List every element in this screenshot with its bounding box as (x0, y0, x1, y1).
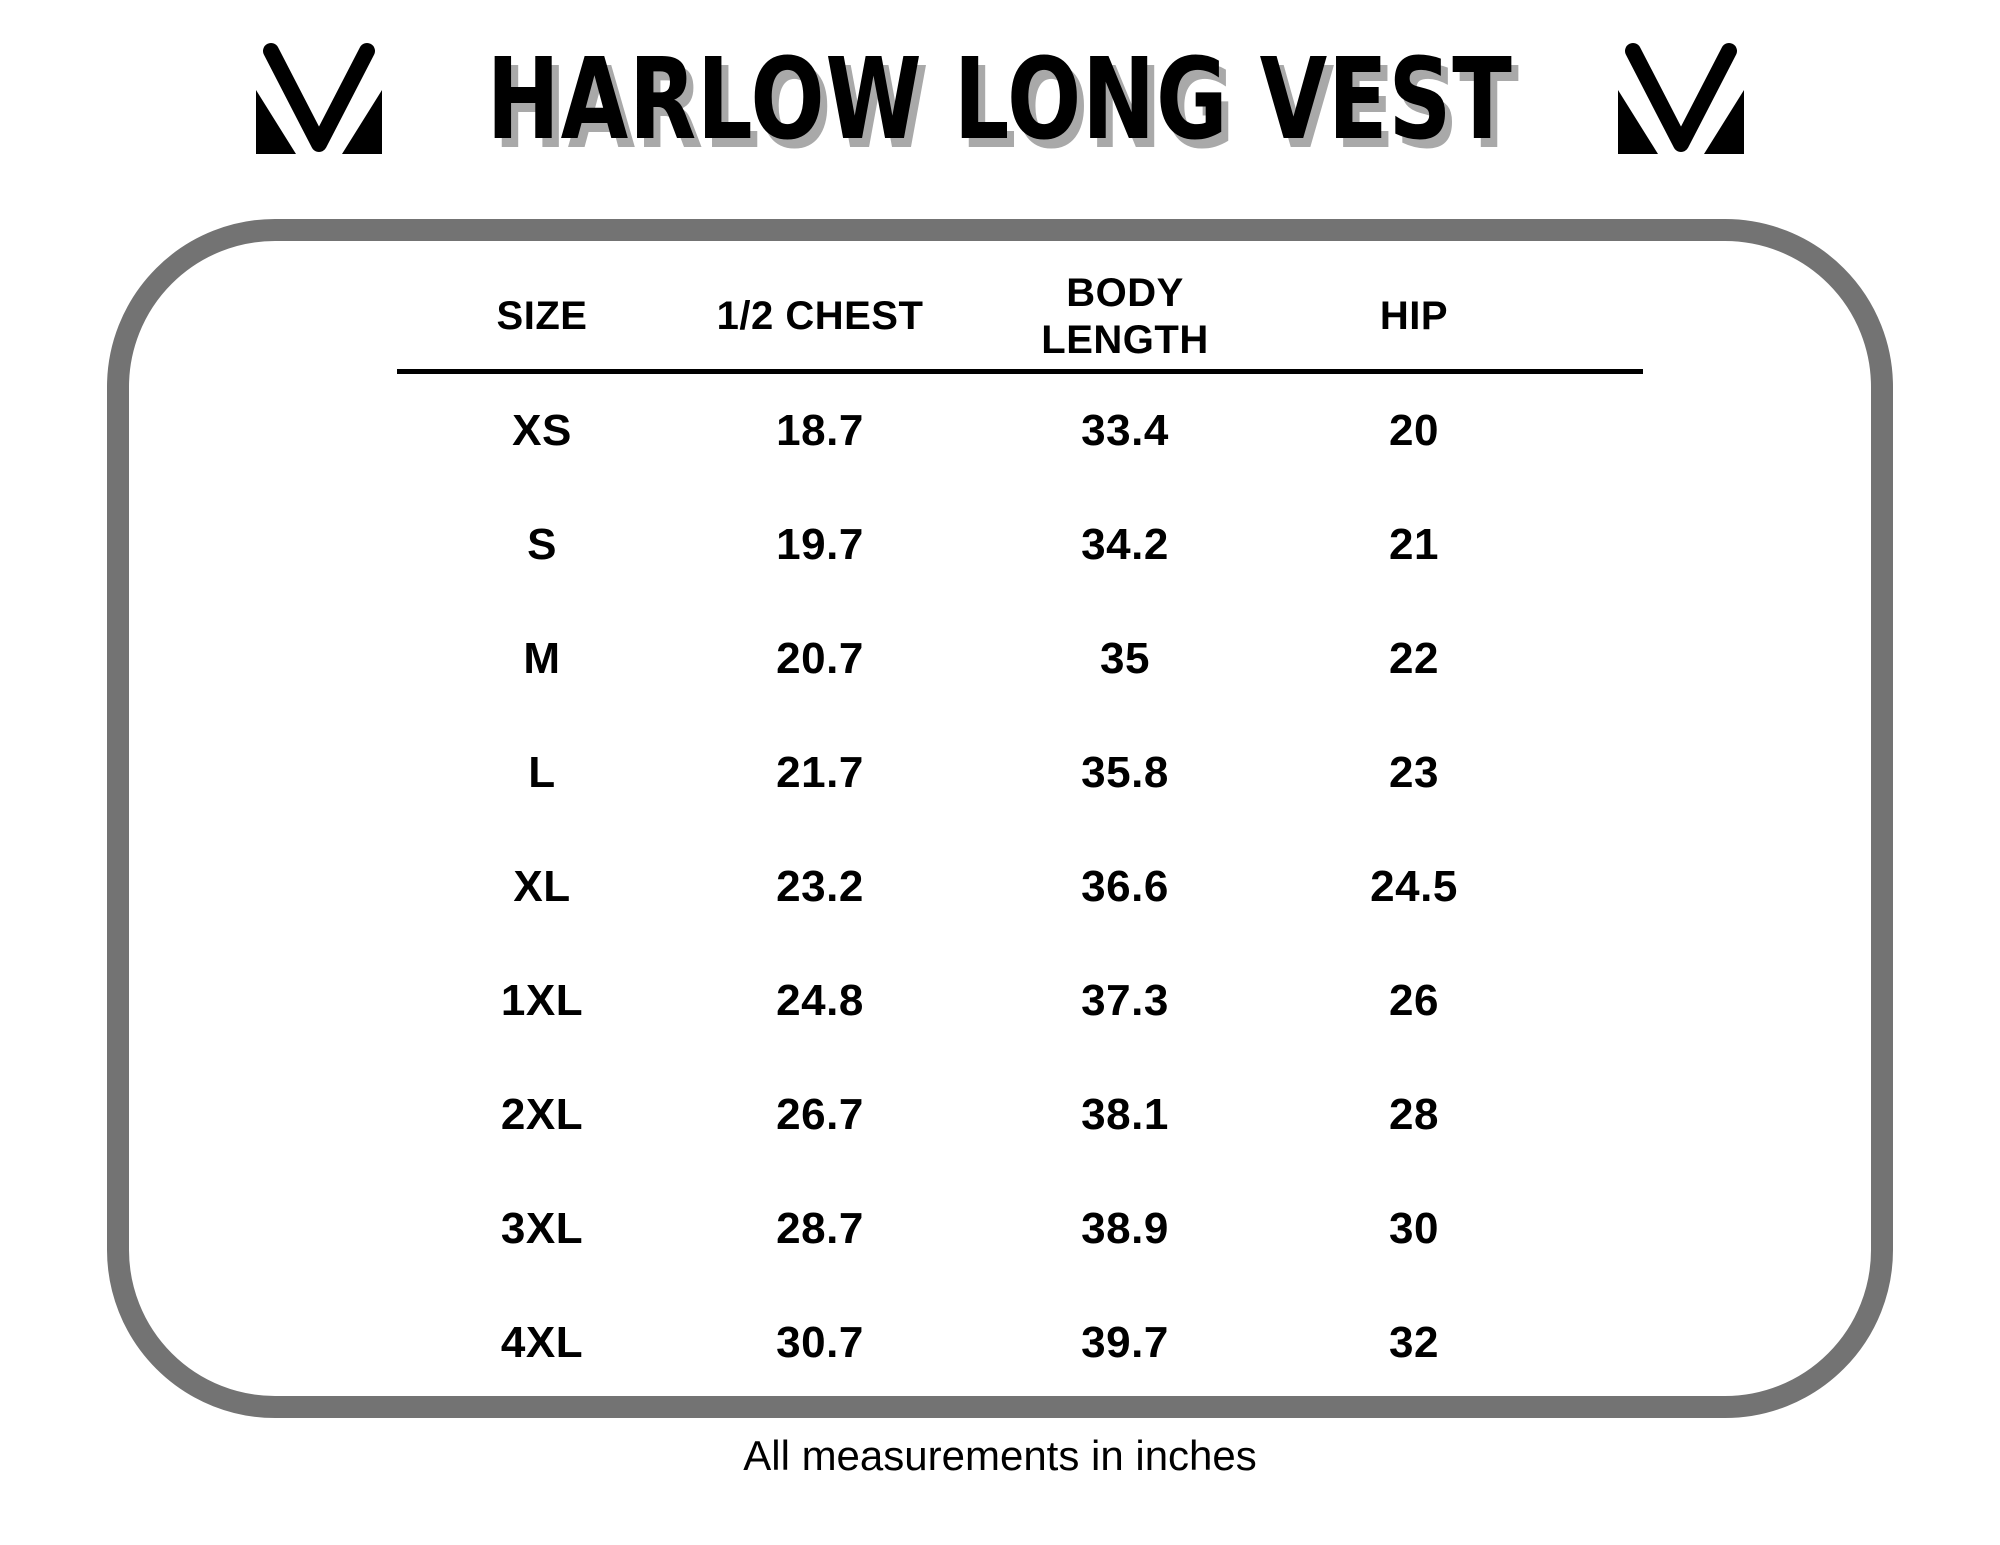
measurement-cell: 30.7 (776, 1318, 864, 1367)
table-row: S 19.7 34.2 21 (397, 488, 1643, 602)
size-cell: L (528, 748, 556, 797)
measurement-cell: 21 (1389, 520, 1439, 569)
table-row: 4XL 30.7 39.7 32 (397, 1286, 1643, 1400)
measurement-cell: 35.8 (1081, 748, 1169, 797)
measurement-cell: 24.5 (1370, 862, 1458, 911)
measurement-cell: 28.7 (776, 1204, 864, 1253)
measurement-cell: 28 (1389, 1090, 1439, 1139)
table-row: 1XL 24.8 37.3 26 (397, 944, 1643, 1058)
measurement-cell: 26 (1389, 976, 1439, 1025)
table-row: XS 18.7 33.4 20 (397, 374, 1643, 488)
size-cell: XS (512, 406, 572, 455)
measurements-note: All measurements in inches (743, 1432, 1257, 1479)
table-body: XS 18.7 33.4 20 S 19.7 34.2 21 M 20.7 35 22 L 21.7 35.… (397, 374, 1643, 1400)
measurement-cell: 23 (1389, 748, 1439, 797)
size-cell: S (527, 520, 557, 569)
table-row: 3XL 28.7 38.9 30 (397, 1172, 1643, 1286)
measurement-cell: 36.6 (1081, 862, 1169, 911)
measurement-cell: 39.7 (1081, 1318, 1169, 1367)
measurement-cell: 38.1 (1081, 1090, 1169, 1139)
size-table: SIZE 1/2 CHEST BODY LENGTH HIP XS 18.7 33.… (397, 265, 1643, 1400)
measurement-cell: 21.7 (776, 748, 864, 797)
title-wrap: HARLOW LONG VEST (440, 39, 1560, 162)
measurement-cell: 34.2 (1081, 520, 1169, 569)
size-cell: XL (513, 862, 571, 911)
table-row: 2XL 26.7 38.1 28 (397, 1058, 1643, 1172)
size-cell: M (523, 634, 561, 683)
measurement-cell: 19.7 (776, 520, 864, 569)
measurement-cell: 18.7 (776, 406, 864, 455)
measurement-cell: 26.7 (776, 1090, 864, 1139)
measurement-cell: 23.2 (776, 862, 864, 911)
column-header-hip: HIP (1379, 294, 1449, 339)
measurement-cell: 30 (1389, 1204, 1439, 1253)
size-cell: 1XL (500, 976, 584, 1025)
measurement-cell: 22 (1389, 634, 1439, 683)
column-header-body-length: BODY LENGTH (1041, 270, 1209, 362)
brand-m-chevron-icon (1618, 43, 1744, 154)
measurement-cell: 32 (1389, 1318, 1439, 1367)
table-header-row: SIZE 1/2 CHEST BODY LENGTH HIP (397, 265, 1643, 374)
measurement-cell: 37.3 (1081, 976, 1169, 1025)
header: HARLOW LONG VEST (0, 25, 2000, 177)
measurement-cell: 35 (1100, 634, 1150, 683)
measurement-cell: 38.9 (1081, 1204, 1169, 1253)
table-row: L 21.7 35.8 23 (397, 716, 1643, 830)
column-header-half-chest: 1/2 CHEST (716, 294, 924, 339)
column-header-size: SIZE (496, 294, 588, 339)
size-cell: 4XL (500, 1318, 584, 1367)
page-title: HARLOW LONG VEST (487, 35, 1513, 166)
table-row: XL 23.2 36.6 24.5 (397, 830, 1643, 944)
size-cell: 2XL (500, 1090, 584, 1139)
measurement-cell: 24.8 (776, 976, 864, 1025)
table-row: M 20.7 35 22 (397, 602, 1643, 716)
size-cell: 3XL (500, 1204, 584, 1253)
size-chart-frame: SIZE 1/2 CHEST BODY LENGTH HIP XS 18.7 33.… (107, 219, 1893, 1418)
brand-m-chevron-icon (256, 43, 382, 154)
measurement-cell: 20.7 (776, 634, 864, 683)
measurement-cell: 33.4 (1081, 406, 1169, 455)
measurement-cell: 20 (1389, 406, 1439, 455)
